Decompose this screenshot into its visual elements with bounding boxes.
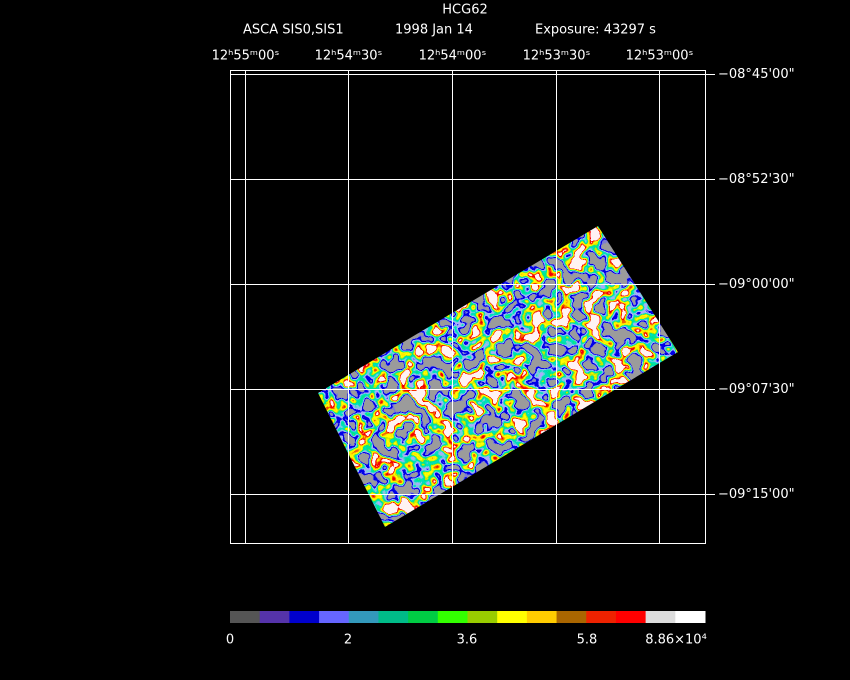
colorbar-label: 8.86×10⁴: [645, 633, 707, 648]
colorbar-swatch: [289, 611, 320, 623]
colorbar-swatch: [408, 611, 439, 623]
count-pixels: [318, 226, 678, 527]
dec-label: −08°45'00": [718, 67, 795, 82]
colorbar: 0 2 3.6 5.8 8.86×10⁴: [226, 611, 707, 648]
colorbar-swatch: [467, 611, 498, 623]
date: 1998 Jan 14: [395, 23, 473, 38]
colorbar-swatch: [645, 611, 676, 623]
colorbar-swatch: [526, 611, 558, 623]
colorbar-label: 3.6: [457, 633, 478, 648]
instrument: ASCA SIS0,SIS1: [243, 23, 344, 38]
dec-label: −09°15'00": [718, 487, 795, 502]
ra-label: 12ʰ54ᵐ00ˢ: [419, 49, 487, 64]
colorbar-swatch: [675, 611, 706, 623]
ra-label: 12ʰ53ᵐ00ˢ: [626, 49, 694, 64]
dec-label: −09°00'00": [718, 277, 795, 292]
colorbar-swatch: [259, 611, 290, 623]
exposure: Exposure: 43297 s: [535, 23, 656, 38]
colorbar-swatch: [230, 611, 261, 623]
ra-label: 12ʰ53ᵐ30ˢ: [523, 49, 591, 64]
colorbar-label: 5.8: [577, 633, 598, 648]
colorbar-label: 0: [226, 633, 234, 648]
colorbar-swatch: [319, 611, 350, 623]
ra-label: 12ʰ54ᵐ30ˢ: [315, 49, 383, 64]
count-map: [318, 226, 678, 527]
image-frame: [230, 70, 706, 544]
ra-label: 12ʰ55ᵐ00ˢ: [212, 49, 280, 64]
colorbar-swatch: [348, 611, 379, 623]
colorbar-label: 2: [344, 633, 352, 648]
colorbar-swatch: [615, 611, 647, 623]
colorbar-swatch: [586, 611, 617, 623]
title: HCG62: [442, 3, 487, 18]
dec-label: −08°52'30": [718, 172, 795, 187]
colorbar-swatch: [378, 611, 409, 623]
colorbar-swatch: [497, 611, 528, 623]
colorbar-swatch: [437, 611, 468, 623]
colorbar-swatch: [556, 611, 587, 623]
dec-label: −09°07'30": [718, 382, 795, 397]
